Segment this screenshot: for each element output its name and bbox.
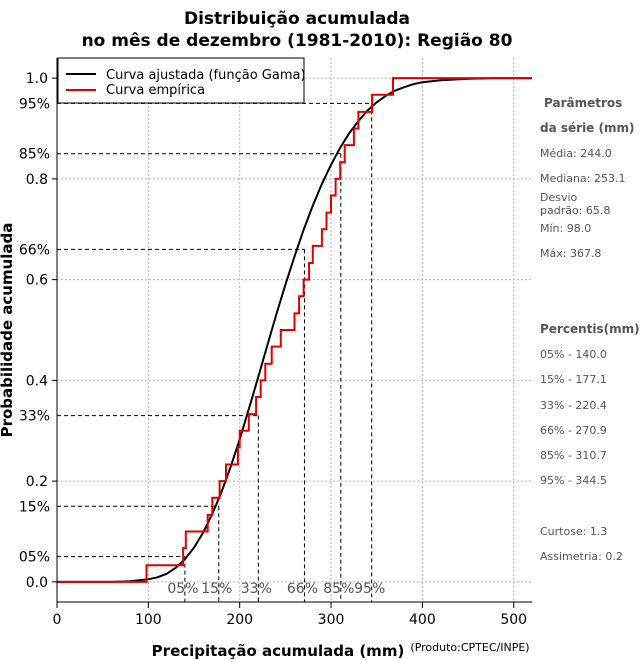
y-percentile-label: 85% — [19, 147, 50, 163]
chart-title-line2: no mês de dezembro (1981-2010): Região 8… — [82, 31, 513, 51]
stat-curtose: Curtose: 1.3 — [540, 525, 607, 538]
x-percentile-label: 95% — [354, 581, 385, 597]
legend-empirical-label: Curva empírica — [106, 83, 205, 98]
stat-mediana: Mediana: 253.1 — [540, 172, 625, 185]
x-percentile-label: 15% — [201, 581, 232, 597]
x-tick-label: 500 — [500, 612, 527, 628]
legend: Curva ajustada (função Gama) Curva empír… — [57, 57, 306, 104]
params-head-2: da série (mm) — [540, 121, 634, 135]
x-percentile-label: 05% — [167, 581, 198, 597]
y-axis: 05% 15% 33% 66% 85% 95% 0.0 0.2 0.4 0.6 0.8 1.0 — [19, 71, 57, 591]
empirical-step-line — [56, 77, 532, 583]
percentile-labels: 05% 15% 33% 66% 85% 95% — [167, 581, 385, 597]
stat-media: Média: 244.0 — [540, 147, 612, 160]
chart-title-line1: Distribuição acumulada — [184, 9, 410, 29]
credit-label: (Produto:CPTEC/INPE) — [410, 641, 529, 654]
stat-max: Máx: 367.8 — [540, 247, 601, 260]
y-percentile-label: 66% — [19, 242, 50, 258]
x-percentile-label: 66% — [287, 581, 318, 597]
legend-box — [57, 57, 305, 104]
fitted-curve-line — [57, 77, 532, 583]
y-percentile-label: 05% — [19, 550, 50, 566]
x-tick-label: 200 — [226, 612, 253, 628]
x-tick-label: 100 — [135, 612, 162, 628]
y-tick-label: 0.4 — [26, 373, 48, 389]
stat-p05: 05% - 140.0 — [540, 348, 607, 361]
y-tick-label: 1.0 — [26, 71, 48, 87]
x-axis: 0 100 200 300 400 500 — [53, 602, 527, 628]
x-percentile-label: 33% — [241, 581, 272, 597]
x-percentile-label: 85% — [323, 581, 354, 597]
legend-fitted-label: Curva ajustada (função Gama) — [106, 68, 306, 83]
stat-desvio-2: padrão: 65.8 — [540, 204, 610, 217]
plot-frame — [56, 58, 532, 603]
stat-p15: 15% - 177.1 — [540, 373, 607, 386]
side-panel: Parâmetros da série (mm) Média: 244.0 Me… — [540, 96, 640, 563]
stat-p85: 85% - 310.7 — [540, 449, 607, 462]
stat-p66: 66% - 270.9 — [540, 424, 607, 437]
y-tick-label: 0.6 — [26, 273, 48, 289]
x-tick-label: 300 — [318, 612, 345, 628]
stat-desvio-1: Desvio — [540, 191, 578, 204]
y-percentile-label: 33% — [19, 409, 50, 425]
y-percentile-label: 15% — [19, 499, 50, 515]
y-axis-title: Probabilidade acumulada — [0, 223, 16, 438]
percentis-head: Percentis(mm) — [540, 322, 640, 336]
y-tick-label: 0.8 — [26, 172, 48, 188]
params-head-1: Parâmetros — [544, 96, 622, 110]
curves — [56, 77, 532, 583]
stat-assimetria: Assimetria: 0.2 — [540, 550, 623, 563]
y-tick-label: 0.0 — [26, 575, 48, 591]
x-axis-title: Precipitação acumulada (mm) — [152, 642, 405, 660]
y-percentile-label: 95% — [19, 96, 50, 112]
stat-p95: 95% - 344.5 — [540, 474, 607, 487]
x-tick-label: 400 — [409, 612, 436, 628]
stat-min: Mín: 98.0 — [540, 222, 591, 235]
x-tick-label: 0 — [53, 612, 62, 628]
y-tick-label: 0.2 — [26, 474, 48, 490]
stat-p33: 33% - 220.4 — [540, 399, 607, 412]
